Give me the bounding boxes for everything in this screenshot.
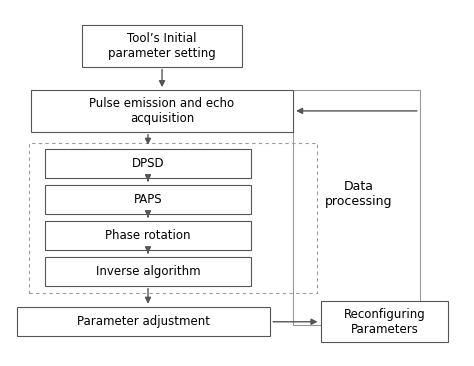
Bar: [82, 25, 242, 67]
Bar: [28, 143, 317, 293]
Bar: [45, 149, 251, 178]
Bar: [45, 185, 251, 214]
Text: Phase rotation: Phase rotation: [105, 229, 191, 242]
Bar: [45, 257, 251, 286]
Text: DPSD: DPSD: [132, 157, 164, 170]
Text: Tool’s Initial
parameter setting: Tool’s Initial parameter setting: [108, 32, 216, 60]
Text: Reconfiguring
Parameters: Reconfiguring Parameters: [344, 308, 426, 336]
Text: Parameter adjustment: Parameter adjustment: [77, 315, 210, 328]
Bar: [45, 221, 251, 250]
Bar: [321, 301, 448, 343]
Bar: [17, 307, 270, 336]
Text: Data
processing: Data processing: [325, 180, 392, 208]
Text: Inverse algorithm: Inverse algorithm: [96, 265, 201, 278]
Text: PAPS: PAPS: [134, 193, 162, 206]
Text: Pulse emission and echo
acquisition: Pulse emission and echo acquisition: [90, 97, 235, 125]
Bar: [293, 90, 419, 325]
Bar: [31, 90, 293, 132]
